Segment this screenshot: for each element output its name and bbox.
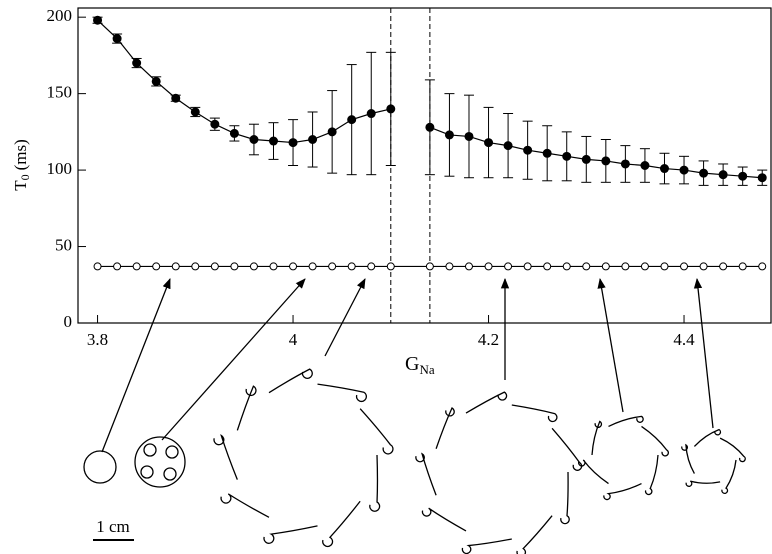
data-point: [290, 263, 297, 270]
data-point: [602, 157, 610, 165]
data-point: [563, 152, 571, 160]
data-point: [172, 94, 180, 102]
data-point: [641, 263, 648, 270]
data-point: [329, 263, 336, 270]
data-point: [270, 263, 277, 270]
y-tick-label: 50: [55, 235, 72, 254]
data-point: [230, 129, 238, 137]
data-point: [172, 263, 179, 270]
x-label-main: G: [405, 353, 419, 375]
data-point: [543, 149, 551, 157]
data-point: [621, 160, 629, 168]
spiral-patterns: [84, 369, 745, 554]
data-point: [622, 263, 629, 270]
data-point: [485, 263, 492, 270]
scale-bar-label: 1 cm: [96, 517, 130, 536]
data-point: [583, 263, 590, 270]
data-point: [367, 110, 375, 118]
data-point: [153, 263, 160, 270]
data-point: [328, 128, 336, 136]
data-point: [739, 263, 746, 270]
data-point: [582, 155, 590, 163]
data-point: [524, 263, 531, 270]
data-point: [660, 165, 668, 173]
data-point: [758, 174, 766, 182]
data-point: [387, 263, 394, 270]
data-point: [250, 263, 257, 270]
data-point: [504, 142, 512, 150]
x-tick-label: 4.2: [478, 330, 499, 349]
data-point: [113, 35, 121, 43]
y-tick-label: 0: [64, 312, 73, 331]
data-point: [465, 263, 472, 270]
data-point: [641, 162, 649, 170]
data-point: [485, 139, 493, 147]
data-point: [309, 263, 316, 270]
data-point: [445, 131, 453, 139]
y-axis-label: T0 (ms): [11, 139, 32, 191]
data-point: [269, 137, 277, 145]
y-label-main: T: [11, 180, 30, 191]
spiral-ring: [214, 369, 393, 546]
data-point: [700, 169, 708, 177]
data-point: [114, 263, 121, 270]
data-point: [348, 116, 356, 124]
data-point: [681, 263, 688, 270]
data-point: [94, 263, 101, 270]
data-point: [289, 139, 297, 147]
data-point: [231, 263, 238, 270]
data-point: [700, 263, 707, 270]
data-point: [152, 77, 160, 85]
data-point: [133, 59, 141, 67]
data-point: [368, 263, 375, 270]
data-point: [250, 136, 258, 144]
data-point: [759, 263, 766, 270]
data-point: [133, 263, 140, 270]
x-tick-label: 4.4: [673, 330, 695, 349]
data-point: [739, 172, 747, 180]
data-point: [524, 146, 532, 154]
spiral-ring: [416, 392, 582, 554]
spiral-ring: [682, 430, 745, 494]
data-point: [348, 263, 355, 270]
data-point: [563, 263, 570, 270]
data-point: [387, 105, 395, 113]
data-point: [544, 263, 551, 270]
x-label-sub: Na: [419, 362, 434, 377]
data-point: [426, 123, 434, 131]
spiral-ring: [579, 416, 669, 499]
figure: T0(ms) GNa 1 cm 0501001502003.844.24.4: [0, 0, 772, 554]
data-point: [94, 16, 102, 24]
data-point: [211, 263, 218, 270]
data-point: [465, 132, 473, 140]
y-label-sub: 0: [18, 174, 32, 180]
data-point: [309, 136, 317, 144]
data-point: [661, 263, 668, 270]
data-point: [426, 263, 433, 270]
data-point: [720, 263, 727, 270]
data-point: [680, 166, 688, 174]
y-tick-label: 150: [47, 83, 73, 102]
data-point: [211, 120, 219, 128]
data-point: [446, 263, 453, 270]
data-point: [602, 263, 609, 270]
data-point: [192, 263, 199, 270]
x-axis-label: GNa: [405, 353, 435, 377]
x-tick-label: 4: [289, 330, 298, 349]
y-label-unit: (ms): [11, 139, 30, 170]
y-tick-label: 200: [47, 6, 73, 25]
data-point: [719, 171, 727, 179]
y-tick-label: 100: [47, 159, 73, 178]
data-point: [505, 263, 512, 270]
x-tick-label: 3.8: [87, 330, 108, 349]
data-point: [191, 108, 199, 116]
